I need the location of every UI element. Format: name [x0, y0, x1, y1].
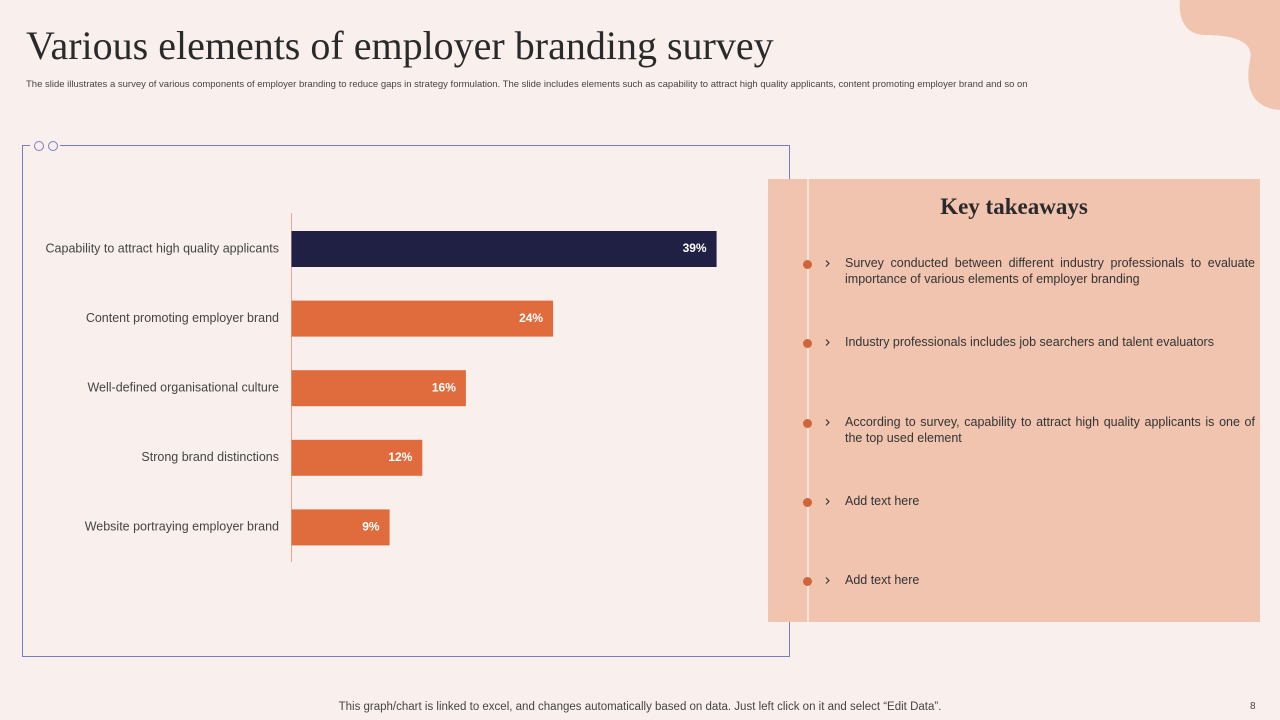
chevron: [825, 419, 830, 426]
corner-shape: [1179, 0, 1280, 110]
chevron-stroke: [825, 260, 830, 267]
bar: [291, 231, 717, 267]
description: The slide illustrates a survey of variou…: [26, 79, 1028, 90]
bullet-dot: [803, 577, 812, 586]
value-label: 9%: [362, 520, 380, 534]
frame-gap: [30, 141, 60, 151]
category-label: Capability to attract high quality appli…: [46, 241, 279, 255]
takeaway-text: Survey conducted between different indus…: [845, 256, 1255, 286]
bar: [291, 370, 466, 407]
category-label: Content promoting employer brand: [86, 311, 279, 325]
bar: [291, 300, 554, 337]
chevron-stroke: [825, 339, 830, 346]
bullet-dot: [803, 419, 812, 428]
takeaway-text: Industry professionals includes job sear…: [845, 335, 1214, 349]
chevron-stroke: [825, 498, 830, 505]
category-label: Website portraying employer brand: [85, 520, 279, 534]
value-label: 16%: [432, 380, 456, 394]
category-label: Strong brand distinctions: [141, 450, 279, 464]
chevron: [825, 498, 830, 505]
timeline: [807, 179, 809, 622]
title: Various elements of employer branding su…: [26, 23, 774, 68]
takeaway-text: According to survey, capability to attra…: [845, 415, 1255, 445]
bullet-dot: [803, 498, 812, 507]
value-label: 24%: [519, 311, 543, 325]
bullet-dot: [803, 260, 812, 269]
chart: Capability to attract high quality appli…: [22, 141, 790, 657]
chevron: [825, 577, 830, 584]
takeaways-panel: Key takeaways Survey conducted between d…: [768, 179, 1260, 622]
bar: [291, 439, 423, 476]
takeaway-text: Add text here: [845, 494, 920, 508]
bar: [291, 509, 390, 546]
page-number: 8: [1250, 701, 1256, 712]
chevron-stroke: [825, 419, 830, 426]
frame-ring: [48, 141, 58, 151]
takeaway-text: Add text here: [845, 573, 920, 587]
category-label: Well-defined organisational culture: [87, 380, 279, 394]
value-label: 39%: [683, 241, 707, 255]
footer: This graph/chart is linked to excel, and…: [338, 701, 942, 713]
bullet-dot: [803, 339, 812, 348]
frame-ring: [34, 141, 44, 151]
takeaways-heading: Key takeaways: [940, 194, 1088, 219]
chevron-stroke: [825, 577, 830, 584]
chevron: [825, 339, 830, 346]
value-label: 12%: [388, 450, 412, 464]
chevron: [825, 260, 830, 267]
